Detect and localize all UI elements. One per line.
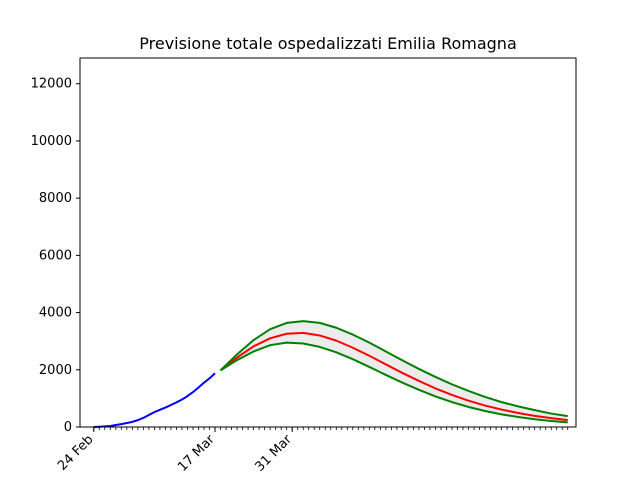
x-axis: 24 Feb 17 Mar 31 Mar	[55, 427, 569, 475]
y-tick-label: 6000	[39, 248, 72, 263]
y-tick-label: 0	[64, 420, 72, 435]
x-tick-label: 17 Mar	[175, 432, 218, 475]
confidence-band	[220, 321, 568, 423]
y-tick-label: 2000	[39, 363, 72, 378]
x-tick-label: 24 Feb	[55, 432, 97, 474]
y-tick-label: 8000	[39, 191, 72, 206]
confidence-band-layer	[220, 321, 568, 423]
series-lines-layer	[93, 320, 568, 428]
y-tick-label: 10000	[31, 134, 72, 149]
x-tick-label: 31 Mar	[252, 432, 295, 475]
upper-bound-line	[219, 320, 568, 418]
observed-line	[93, 372, 216, 428]
y-axis: 0 2000 4000 6000 8000 10000 12000	[31, 77, 80, 435]
plot-frame	[79, 57, 577, 428]
forecast-line	[219, 331, 568, 422]
y-tick-label: 4000	[39, 306, 72, 321]
lower-bound-line	[220, 341, 568, 424]
y-tick-label: 12000	[31, 77, 72, 92]
chart-title: Previsione totale ospedalizzati Emilia R…	[139, 34, 517, 53]
